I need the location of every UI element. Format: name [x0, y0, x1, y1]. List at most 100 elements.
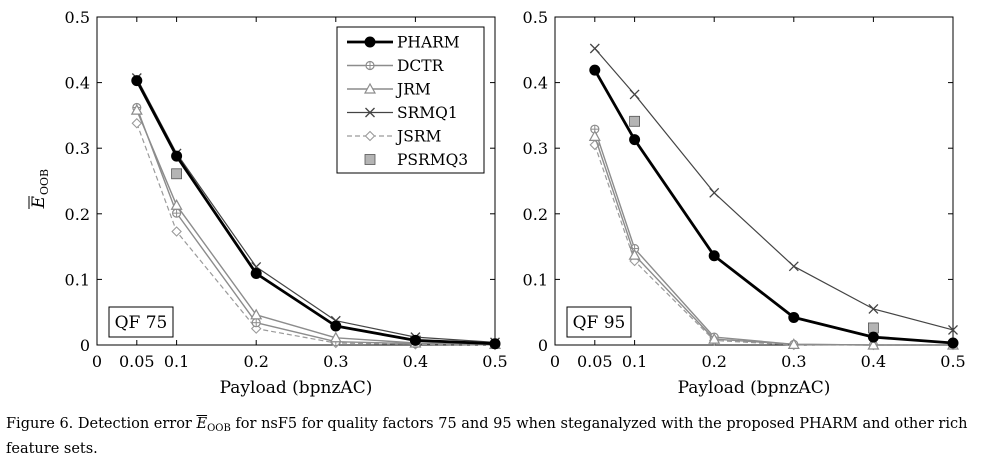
x-tick-label: 0.2 — [243, 352, 268, 371]
data-point-jrm — [130, 103, 143, 115]
legend-label: JRM — [395, 81, 431, 99]
x-tick-label: 0 — [92, 352, 102, 371]
legend-marker-psrmq3 — [364, 154, 376, 165]
data-point-jsrm — [171, 226, 182, 237]
y-tick-label: 0.2 — [523, 205, 548, 224]
data-point-dctr — [251, 318, 261, 328]
plot-frame — [554, 16, 954, 346]
x-axis-label: Payload (bpnzAC) — [678, 378, 831, 398]
data-point-pharm — [330, 320, 342, 332]
x-axis-label: Payload (bpnzAC) — [220, 378, 373, 398]
y-tick-label: 0.1 — [523, 270, 548, 289]
legend-label: PSRMQ3 — [397, 151, 468, 169]
x-tick-label: 0.2 — [701, 352, 726, 371]
caption-prefix: Figure 6. Detection error — [6, 416, 197, 432]
data-point-pharm — [947, 337, 959, 349]
series-pharm — [131, 75, 501, 350]
chart-panel-qf95: 0 0.1 0.2 0.3 0.4 0.5 0 0.05 0.1 0.2 0.3 0.4 0.5 Payl… — [523, 8, 966, 398]
series-psrmq3 — [629, 115, 879, 334]
data-point-srmq1 — [788, 261, 799, 272]
data-point-pharm — [171, 150, 183, 162]
y-tick-label: 0.3 — [523, 139, 548, 158]
series-line-jrm — [594, 136, 953, 346]
caption-symbol: E — [196, 416, 208, 432]
legend-marker-jsrm — [364, 130, 376, 142]
x-tick-label: 0.4 — [403, 352, 428, 371]
chart-panel-qf75: 0 0.1 0.2 0.3 0.4 0.5 0 0.05 0.1 0.2 0.3 0.4 0.5 Payl… — [65, 8, 508, 398]
series-line-jsrm — [136, 123, 496, 346]
data-point-pharm — [250, 267, 262, 279]
legend-item-pharm: PHARM — [347, 34, 460, 52]
legend-item-jrm: JRM — [347, 81, 431, 99]
x-tick-label: 0.5 — [482, 352, 507, 371]
legend: PHARM DCTR JRM SRMQ1 JSRM PSRMQ3 — [336, 26, 485, 174]
caption-subscript: OOB — [207, 423, 231, 434]
series-line-jsrm — [594, 144, 953, 346]
x-tick-label: 0.4 — [861, 352, 886, 371]
legend-marker-jrm — [363, 82, 377, 94]
y-tick-label: 0.1 — [65, 270, 90, 289]
data-point-psrmq3 — [629, 115, 640, 127]
data-point-psrmq3 — [171, 168, 183, 180]
data-point-pharm — [629, 134, 641, 146]
data-point-jrm — [628, 248, 641, 260]
x-tick-label: 0 — [550, 352, 560, 371]
legend-box — [336, 26, 485, 174]
x-tick-label: 0.1 — [622, 352, 647, 371]
y-axis-label: E OOB — [28, 169, 51, 209]
data-point-pharm — [589, 64, 601, 76]
data-point-psrmq3 — [868, 322, 879, 334]
series-line-srmq1 — [594, 48, 954, 331]
legend-marker-srmq1 — [365, 107, 375, 118]
y-tick-label: 0.4 — [65, 74, 90, 93]
y-axis-label-symbol: E — [29, 195, 49, 209]
data-point-srmq1 — [948, 324, 958, 335]
data-point-srmq1 — [629, 89, 640, 100]
data-point-pharm — [708, 250, 720, 262]
series-dctr — [590, 124, 958, 350]
y-tick-label: 0 — [538, 336, 548, 355]
legend-label: DCTR — [397, 57, 445, 75]
y-tick-label: 0.2 — [65, 205, 90, 224]
figure-caption: Figure 6. Detection error EOOB for nsF5 … — [6, 414, 978, 459]
data-point-jrm — [708, 332, 721, 344]
data-point-jrm — [250, 308, 263, 320]
legend-label: JSRM — [395, 128, 442, 146]
legend-item-dctr: DCTR — [347, 57, 445, 75]
data-point-jrm — [787, 338, 800, 349]
data-point-srmq1 — [868, 303, 879, 314]
legend-marker-dctr — [365, 60, 375, 71]
series-line-jrm — [136, 109, 496, 345]
figure: 0 0.1 0.2 0.3 0.4 0.5 0 0.05 0.1 0.2 0.3 0.4 0.5 Payl… — [28, 8, 966, 398]
legend-item-jsrm: JSRM — [347, 128, 442, 146]
x-tick-label: 0.1 — [164, 352, 189, 371]
legend-item-psrmq3: PSRMQ3 — [364, 151, 468, 169]
y-tick-label: 0.5 — [523, 8, 548, 27]
data-point-pharm — [867, 331, 879, 343]
plot-frame — [96, 16, 496, 346]
data-point-srmq1 — [589, 43, 600, 54]
series-srmq1 — [589, 43, 958, 335]
y-tick-label: 0.4 — [523, 74, 548, 93]
annotation-label: QF 75 — [115, 313, 168, 333]
data-point-jrm — [588, 130, 601, 141]
y-axis-label-subscript: OOB — [38, 169, 51, 195]
legend-marker-pharm — [364, 36, 376, 48]
series-jsrm — [589, 139, 959, 351]
data-point-pharm — [131, 75, 143, 87]
series-line-pharm — [135, 79, 496, 346]
x-tick-label: 0.5 — [940, 352, 965, 371]
annotation-box — [108, 306, 174, 338]
x-tick-label: 0.3 — [781, 352, 806, 371]
x-tick-label: 0.05 — [119, 352, 155, 371]
data-point-pharm — [788, 311, 800, 323]
y-tick-label: 0.3 — [65, 139, 90, 158]
x-tick-label: 0.3 — [323, 352, 348, 371]
series-pharm — [589, 64, 959, 349]
annotation-box — [566, 306, 632, 338]
data-point-pharm — [489, 338, 501, 350]
x-tick-label: 0.05 — [577, 352, 613, 371]
data-point-srmq1 — [709, 187, 720, 198]
data-point-pharm — [409, 334, 421, 346]
data-point-jrm — [329, 331, 342, 343]
